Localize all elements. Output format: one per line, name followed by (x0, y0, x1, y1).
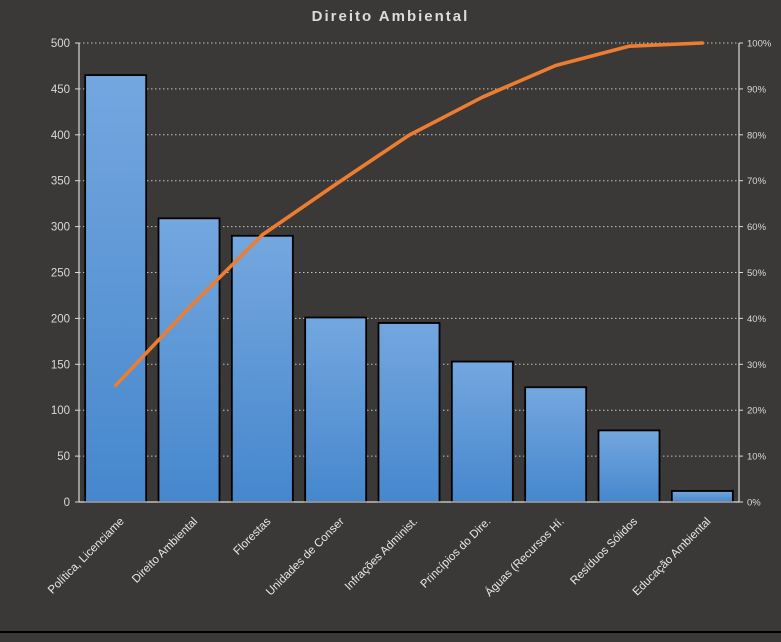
bar (597, 429, 661, 503)
x-axis-category-label: Unidades de Conser (264, 516, 347, 599)
x-axis-category-label: Resíduos Sólidos (568, 515, 640, 587)
bar (230, 234, 294, 503)
y-axis-tick-label-left: 0 (64, 497, 70, 509)
labels-group: 0 50 100 150 200 250 300 350 400 450 500 0% 10% 20% 30… (46, 38, 772, 599)
axes-group (75, 42, 743, 503)
y-axis-tick-label-right: 0% (747, 498, 761, 509)
x-axis-category-label: Princípios do Dire. (419, 516, 494, 591)
bar (304, 316, 368, 503)
bar (377, 322, 441, 503)
bar (524, 386, 588, 503)
y-axis-tick-label-right: 20% (747, 406, 767, 417)
bar (450, 360, 514, 503)
x-axis-category-label: Direito Ambiental (130, 516, 200, 586)
y-axis-tick-label-left: 50 (57, 451, 70, 463)
bar (157, 217, 221, 503)
x-axis-category-label: Águas (Recursos Hí. (483, 515, 567, 599)
x-axis-category-label: Infrações Administ. (343, 516, 420, 593)
line-group (113, 41, 705, 388)
y-axis-tick-label-right: 80% (747, 130, 767, 141)
x-axis-category-label: Educação Ambiental (631, 516, 714, 599)
bar (84, 74, 148, 503)
y-axis-tick-label-left: 400 (51, 130, 70, 142)
y-axis-tick-label-right: 100% (747, 39, 772, 50)
x-axis-category-label: Política, Licenciame (46, 516, 127, 597)
bar (670, 490, 734, 503)
y-axis-tick-label-right: 10% (747, 452, 767, 463)
y-axis-tick-label-right: 50% (747, 268, 767, 279)
chart-title: Direito Ambiental (311, 8, 470, 25)
y-axis-tick-label-left: 200 (51, 313, 70, 325)
chart-bottom-border-line (0, 631, 781, 633)
cumulative-line (113, 41, 705, 388)
y-axis-tick-label-right: 60% (747, 222, 767, 233)
y-axis-tick-label-right: 40% (747, 314, 767, 325)
x-axis-category-label: Florestas (232, 515, 274, 557)
y-axis-tick-label-right: 30% (747, 360, 767, 371)
y-axis-tick-label-left: 500 (51, 38, 70, 50)
y-axis-tick-label-left: 450 (51, 84, 70, 96)
y-axis-tick-label-left: 100 (51, 405, 70, 417)
y-axis-tick-label-right: 90% (747, 84, 767, 95)
y-axis-tick-label-left: 150 (51, 359, 70, 371)
y-axis-tick-label-left: 250 (51, 268, 70, 280)
y-axis-tick-label-left: 300 (51, 222, 70, 234)
bars-group (84, 74, 734, 503)
y-axis-tick-label-left: 350 (51, 176, 70, 188)
y-axis-tick-label-right: 70% (747, 176, 767, 187)
